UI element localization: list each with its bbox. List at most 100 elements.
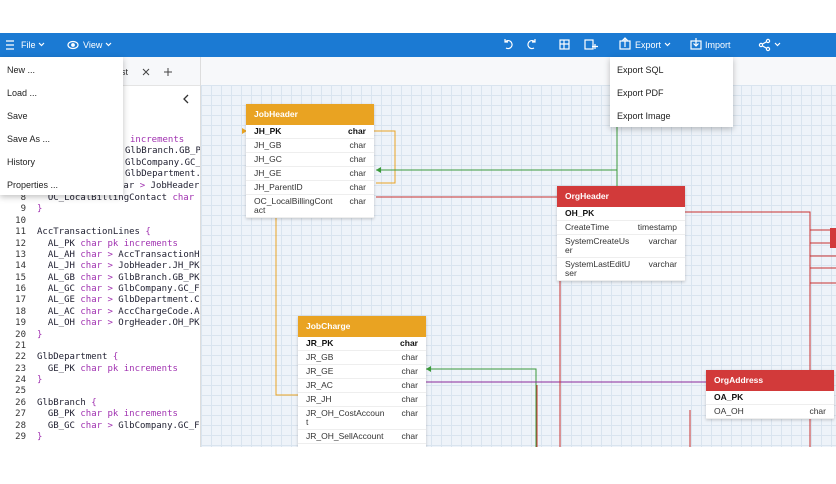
code-line: GlbDepartment { bbox=[37, 352, 119, 363]
tab-label[interactable]: st bbox=[121, 67, 129, 77]
column-name: JR_GB bbox=[306, 352, 334, 362]
relations bbox=[242, 85, 836, 447]
code-line: OC_LocalBillingContact char bbox=[37, 193, 195, 203]
menu-item[interactable]: Export SQL bbox=[617, 65, 664, 75]
menu-item[interactable]: Save bbox=[7, 111, 28, 121]
line-number: 29 bbox=[15, 431, 26, 442]
diagram-canvas[interactable]: JobHeader JH_PK char JH_GB char JH_GC char JH_G… bbox=[201, 85, 836, 447]
relation-line bbox=[374, 130, 396, 184]
code-fragment: har > JobHeader bbox=[118, 180, 200, 191]
column-name: JR_PK bbox=[306, 338, 334, 348]
code-line: AL_GB char > GlbBranch.GB_PK bbox=[37, 272, 200, 283]
column-type: char bbox=[349, 168, 366, 178]
column-type: char bbox=[349, 196, 366, 206]
collapse[interactable] bbox=[183, 94, 189, 104]
export-menu: Export SQL Export PDF Export Image bbox=[610, 57, 733, 127]
code-line: } bbox=[37, 329, 43, 340]
menu-item[interactable]: New ... bbox=[7, 65, 36, 75]
table-row: OA_OH char bbox=[706, 405, 834, 419]
relation-line bbox=[685, 211, 811, 447]
code-line: } bbox=[37, 431, 43, 442]
column-type: char bbox=[401, 446, 418, 448]
code-line: AL_GE char > GlbDepartment.C bbox=[37, 295, 200, 306]
code-fragment: GlbBranch.GB_Pk bbox=[125, 146, 201, 157]
line-number: 17 bbox=[15, 295, 26, 306]
column-name: OC_LocalBillingContact bbox=[254, 196, 333, 215]
arrow bbox=[426, 366, 431, 372]
column-name: JR_OH_SellAccount bbox=[306, 431, 384, 441]
line-number: 26 bbox=[15, 397, 26, 408]
export-button[interactable]: Export bbox=[635, 40, 662, 50]
line-number: 28 bbox=[15, 420, 26, 431]
menu-item[interactable]: History bbox=[7, 157, 36, 167]
code-line: GlbBranch { bbox=[37, 397, 97, 408]
menu-item[interactable]: Export PDF bbox=[617, 88, 664, 98]
table-row: OH_PK bbox=[557, 207, 685, 221]
table-row: JH_GE char bbox=[246, 167, 374, 181]
line-number: 16 bbox=[15, 284, 26, 295]
entity-table[interactable]: OrgAddress OA_PK OA_OH char bbox=[706, 370, 834, 419]
add-tab[interactable] bbox=[164, 68, 172, 76]
line-number: 20 bbox=[15, 329, 26, 340]
table-header: JobHeader bbox=[246, 104, 374, 125]
entity-table[interactable]: OrgHeader OH_PK CreateTime timestamp SystemC… bbox=[557, 186, 685, 281]
line-number: 24 bbox=[15, 375, 26, 386]
column-name: JR_GE bbox=[306, 366, 334, 376]
column-name: OH_PK bbox=[565, 208, 595, 218]
line-number: 27 bbox=[15, 409, 26, 420]
code-line: AL_PK char pk increments bbox=[37, 238, 178, 249]
column-type: char bbox=[348, 126, 366, 136]
menu-item[interactable]: Load ... bbox=[7, 88, 38, 98]
file-menu-button[interactable]: File bbox=[21, 40, 36, 50]
column-type: timestamp bbox=[637, 222, 677, 232]
table-row: OA_PK bbox=[706, 391, 834, 405]
table-header: JobCharge bbox=[298, 316, 426, 337]
column-type: char bbox=[401, 431, 418, 441]
column-name: JR_SellInvoiceAddress bbox=[306, 446, 386, 448]
code-line: GB_PK char pk increments bbox=[37, 409, 178, 420]
line-number: 15 bbox=[15, 272, 26, 283]
table-row: JR_GE char bbox=[298, 365, 426, 379]
line-number: 14 bbox=[15, 261, 26, 272]
table-row: JR_JH char bbox=[298, 393, 426, 407]
column-name: JH_GC bbox=[254, 154, 282, 164]
code-line: } bbox=[37, 204, 43, 215]
code-line: AL_AH char > AccTransactionH bbox=[37, 249, 200, 260]
code-line: GB_GC char > GlbCompany.GC_F bbox=[37, 420, 200, 431]
table-header: OrgAddress bbox=[706, 370, 834, 391]
line-number: 23 bbox=[15, 363, 26, 374]
column-type: char bbox=[349, 140, 366, 150]
column-name: OA_OH bbox=[714, 406, 744, 416]
column-type: char bbox=[401, 380, 418, 390]
toolbar: File View Export Import bbox=[0, 33, 836, 57]
line-number: 19 bbox=[15, 318, 26, 329]
tab-row bbox=[200, 57, 836, 85]
relation-line bbox=[810, 229, 836, 284]
line-number: 22 bbox=[15, 352, 26, 363]
line-number: 18 bbox=[15, 306, 26, 317]
entity-table[interactable]: JobHeader JH_PK char JH_GB char JH_GC char JH_G… bbox=[246, 104, 374, 218]
view-menu-button[interactable]: View bbox=[83, 40, 103, 50]
table-row: JR_GB char bbox=[298, 351, 426, 365]
table-row: SystemCreateUser varchar bbox=[557, 235, 685, 258]
menu-item[interactable]: Save As ... bbox=[7, 134, 51, 144]
menu-item[interactable]: Properties ... bbox=[7, 180, 59, 190]
column-name: SystemCreateUser bbox=[565, 236, 630, 255]
column-type: char bbox=[401, 366, 418, 376]
line-number: 13 bbox=[15, 249, 26, 260]
arrow bbox=[376, 167, 381, 173]
line-number: 9 bbox=[20, 204, 26, 215]
close-tab[interactable] bbox=[142, 68, 150, 76]
table-row: SystemLastEditUser varchar bbox=[557, 258, 685, 281]
entity-table[interactable]: JobCharge JR_PK char JR_GB char JR_GE char JR_A… bbox=[298, 316, 426, 447]
import-button[interactable]: Import bbox=[705, 40, 731, 50]
column-type: varchar bbox=[648, 259, 677, 269]
code-fragment: GlbCompany.GC_F bbox=[125, 157, 201, 168]
menu-item[interactable]: Export Image bbox=[617, 111, 671, 121]
column-name: JR_AC bbox=[306, 380, 333, 390]
table-row: JH_PK char bbox=[246, 125, 374, 139]
table-row: JR_AC char bbox=[298, 379, 426, 393]
line-number: 21 bbox=[15, 340, 26, 351]
code-line: AL_JH char > JobHeader.JH_PK bbox=[37, 261, 200, 272]
relation-line bbox=[275, 210, 298, 396]
